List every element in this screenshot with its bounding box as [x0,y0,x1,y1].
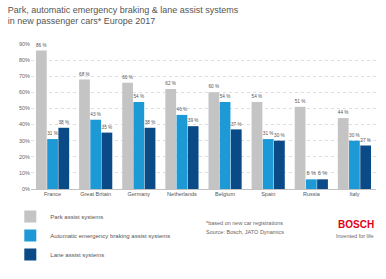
svg-text:38 %: 38 % [145,120,156,125]
svg-text:Source: Bosch, JATO Dynamics: Source: Bosch, JATO Dynamics [206,229,284,235]
svg-text:Automatic emergency braking as: Automatic emergency braking assist syste… [50,233,170,239]
svg-text:Great Britain: Great Britain [80,191,111,197]
svg-text:30 %: 30 % [349,133,360,138]
svg-text:46 %: 46 % [177,107,188,112]
svg-text:54 %: 54 % [133,94,144,99]
svg-text:Netherlands: Netherlands [167,191,197,197]
svg-text:62 %: 62 % [165,81,176,86]
svg-text:10%: 10% [19,170,30,176]
svg-text:31 %: 31 % [263,131,274,136]
svg-text:Germany: Germany [127,191,150,197]
svg-text:40%: 40% [19,121,30,127]
svg-text:Russia: Russia [303,191,321,197]
svg-text:30 %: 30 % [274,133,285,138]
svg-text:70%: 70% [19,73,30,79]
svg-text:66 %: 66 % [122,75,133,80]
svg-text:39 %: 39 % [188,118,199,123]
svg-text:Lane assist systems: Lane assist systems [50,252,104,258]
svg-text:*based on new car registration: *based on new car registrations [206,220,283,226]
svg-text:Belgium: Belgium [215,191,235,197]
svg-text:44 %: 44 % [338,110,349,115]
svg-text:BOSCH: BOSCH [338,219,374,230]
svg-text:60 %: 60 % [208,84,219,89]
svg-text:Spain: Spain [261,191,275,197]
svg-text:6 %: 6 % [318,170,328,176]
svg-text:Park assist systems: Park assist systems [50,214,103,220]
svg-text:Italy: Italy [349,191,359,197]
svg-text:31 %: 31 % [47,131,58,136]
svg-text:86 %: 86 % [36,43,47,48]
svg-text:90%: 90% [19,41,30,47]
svg-text:35 %: 35 % [102,125,113,130]
svg-text:60%: 60% [19,89,30,95]
svg-text:6 %: 6 % [307,170,317,176]
svg-text:54 %: 54 % [220,94,231,99]
svg-text:Invented for life: Invented for life [336,233,374,239]
svg-text:0%: 0% [22,186,30,192]
svg-text:80%: 80% [19,57,30,63]
svg-text:43 %: 43 % [90,112,101,117]
svg-text:51 %: 51 % [295,99,306,104]
svg-text:54 %: 54 % [252,94,263,99]
svg-text:Park, automatic emergency brak: Park, automatic emergency braking & lane… [8,5,239,27]
svg-text:20%: 20% [19,154,30,160]
svg-text:50%: 50% [19,105,30,111]
svg-text:27 %: 27 % [360,138,371,143]
svg-text:37 %: 37 % [231,122,242,127]
svg-text:France: France [44,191,61,197]
svg-text:38 %: 38 % [58,120,69,125]
svg-text:68 %: 68 % [79,72,90,77]
svg-text:30%: 30% [19,138,30,144]
